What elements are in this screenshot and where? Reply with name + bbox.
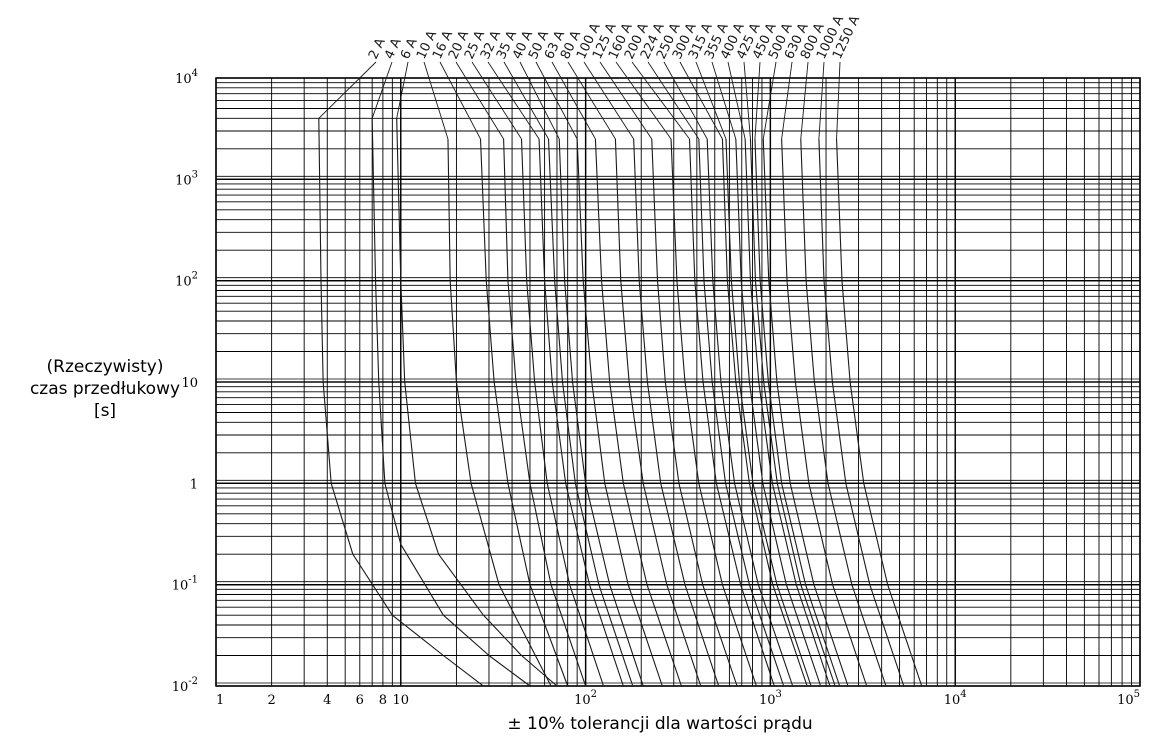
series-curve xyxy=(781,138,868,687)
x-tick-label: 4 xyxy=(323,693,331,708)
series-curve xyxy=(547,138,634,687)
series-curve xyxy=(479,138,569,687)
series-curve xyxy=(721,138,808,687)
y-tick-label: 104 xyxy=(175,68,198,87)
series-curve xyxy=(749,138,836,687)
y-axis-label-line-1: (Rzeczywisty) xyxy=(46,357,164,377)
y-tick-label: 103 xyxy=(175,169,198,188)
series-curve xyxy=(800,138,887,687)
series-leader-line xyxy=(439,61,481,140)
series-curve xyxy=(614,138,702,687)
x-tick-label: 102 xyxy=(574,689,597,708)
x-tick-label: 103 xyxy=(759,689,782,708)
series-leader-line xyxy=(583,61,635,140)
x-tick-label: 104 xyxy=(944,689,967,708)
series-leader-line xyxy=(567,61,616,140)
series-curve xyxy=(576,138,663,687)
series-leader-line xyxy=(762,61,777,140)
series-leader-line xyxy=(318,61,377,119)
series-leader-line xyxy=(711,61,737,140)
plot-border xyxy=(215,77,1141,687)
series-curve xyxy=(670,138,757,687)
series-curve xyxy=(688,138,775,687)
series-curve xyxy=(558,138,644,687)
series-curve xyxy=(698,138,785,687)
series-leader-line xyxy=(695,61,727,140)
series-leader-line xyxy=(551,61,596,140)
y-tick-label: 10 xyxy=(181,376,198,391)
series-curve xyxy=(735,138,822,687)
series-curve xyxy=(633,138,720,687)
series-leader-line xyxy=(727,61,746,140)
x-tick-label: 6 xyxy=(356,693,364,708)
series-curve xyxy=(754,138,841,687)
series-curve xyxy=(706,138,794,687)
series-leader-line xyxy=(631,61,690,140)
series-leader-line xyxy=(663,61,708,140)
series-curve xyxy=(818,138,905,687)
series-leader-line xyxy=(599,61,653,140)
series-curve xyxy=(503,138,587,687)
x-tick-labels: 1 2 4 6 8 10 102 103 104 105 xyxy=(216,689,1140,708)
series-curve xyxy=(836,138,923,687)
series-curve xyxy=(744,138,831,687)
series-leader-line xyxy=(487,61,540,140)
series-labels: 2 A4 A6 A10 A16 A20 A25 A32 A35 A40 A50 … xyxy=(318,13,863,140)
series-leader-line xyxy=(781,61,793,140)
y-axis-label: (Rzeczywisty) czas przedłukowy [s] xyxy=(0,356,210,422)
y-tick-label: 102 xyxy=(175,271,198,290)
y-tick-label: 10-2 xyxy=(172,676,198,695)
series-leader-line xyxy=(471,61,522,140)
x-tick-label: 2 xyxy=(267,693,275,708)
series-curve xyxy=(651,138,738,687)
y-tick-labels: 10-2 10-1 1 10 102 103 104 xyxy=(172,68,198,695)
x-tick-label: 8 xyxy=(379,693,387,708)
x-tick-label: 10 xyxy=(393,693,410,708)
y-axis-label-line-3: [s] xyxy=(93,401,117,421)
series-leader-line xyxy=(519,61,560,140)
series-leader-line xyxy=(503,61,549,140)
series-curve xyxy=(520,138,605,687)
series-curve xyxy=(725,138,812,687)
series-leader-line xyxy=(396,61,409,119)
x-tick-label: 1 xyxy=(216,693,224,708)
series-leader-line xyxy=(423,61,449,140)
series-leader-line xyxy=(647,61,700,140)
series-curve xyxy=(538,138,624,687)
series-leader-line xyxy=(743,61,751,140)
series-leader-line xyxy=(754,61,761,140)
series-leader-line xyxy=(818,61,825,140)
series-curves xyxy=(318,118,923,687)
series-leader-line xyxy=(679,61,723,140)
x-tick-label: 105 xyxy=(1117,689,1140,708)
series-leader-line xyxy=(455,61,504,140)
series-curve xyxy=(447,139,552,687)
x-axis-label: ± 10% tolerancji dla wartości prądu xyxy=(507,714,813,734)
series-curve xyxy=(762,138,849,687)
series-leader-line xyxy=(800,61,809,140)
y-axis-label-line-2: czas przedłukowy xyxy=(29,379,181,399)
series-leader-line xyxy=(615,61,672,140)
series-leader-line xyxy=(836,61,841,140)
y-tick-label: 10-1 xyxy=(172,575,198,594)
series-curve xyxy=(318,118,484,687)
series-leader-line xyxy=(371,61,393,119)
series-leader-line xyxy=(535,61,578,140)
chart-grid xyxy=(215,77,1141,687)
series-curve xyxy=(594,138,682,687)
plot-frame xyxy=(215,77,1141,687)
y-tick-label: 1 xyxy=(190,477,198,492)
series-curve xyxy=(371,118,531,687)
series-curve xyxy=(396,118,558,687)
